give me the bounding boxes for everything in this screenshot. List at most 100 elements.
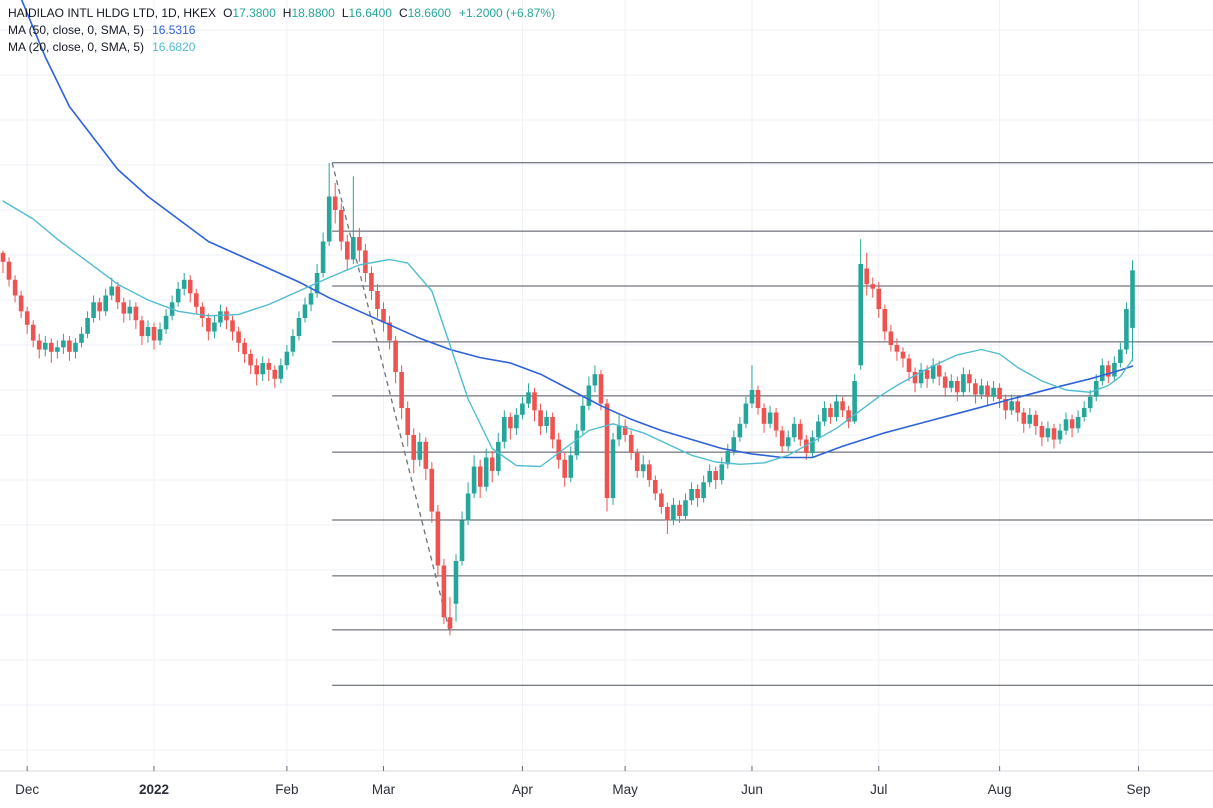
time-axis-label[interactable]: Dec [15, 782, 39, 797]
candle[interactable] [91, 295, 96, 323]
candle[interactable] [471, 455, 477, 498]
candle[interactable] [260, 356, 265, 381]
candle[interactable] [477, 459, 483, 498]
candle[interactable] [695, 484, 700, 508]
candle[interactable] [532, 387, 537, 422]
ma50-row[interactable]: MA (50, close, 0, SMA, 5) 16.5316 [8, 22, 555, 39]
candle[interactable] [103, 288, 108, 316]
candle[interactable] [604, 399, 610, 512]
candle[interactable] [634, 448, 640, 478]
time-axis-label[interactable]: Jul [870, 782, 887, 797]
ma20-row[interactable]: MA (20, close, 0, SMA, 5) 16.6820 [8, 39, 555, 56]
candle[interactable] [508, 412, 513, 440]
candle[interactable] [423, 437, 429, 480]
candle[interactable] [0, 250, 6, 274]
candle[interactable] [489, 450, 495, 483]
candle[interactable] [930, 358, 936, 384]
candle[interactable] [544, 410, 549, 433]
candle[interactable] [97, 297, 102, 321]
candle[interactable] [411, 428, 416, 474]
candle[interactable] [810, 430, 815, 458]
candle[interactable] [979, 378, 984, 399]
candle[interactable] [894, 338, 900, 361]
candle[interactable] [387, 315, 392, 350]
candle[interactable] [187, 275, 193, 303]
candle[interactable] [1045, 421, 1051, 442]
candle[interactable] [1021, 408, 1027, 433]
candle[interactable] [876, 282, 882, 318]
candle[interactable] [73, 338, 78, 359]
candle[interactable] [689, 482, 694, 505]
candle[interactable] [127, 300, 133, 321]
candle[interactable] [24, 306, 30, 334]
candle[interactable] [1100, 358, 1105, 386]
candle[interactable] [302, 297, 308, 323]
candle[interactable] [592, 365, 598, 393]
candle[interactable] [206, 313, 211, 341]
candle[interactable] [459, 511, 465, 566]
candle[interactable] [465, 482, 471, 525]
candle[interactable] [707, 464, 712, 487]
candle[interactable] [906, 354, 912, 381]
candle[interactable] [961, 367, 966, 397]
candle[interactable] [647, 459, 652, 487]
candle[interactable] [1033, 410, 1039, 435]
candle[interactable] [1039, 421, 1045, 447]
candle[interactable] [755, 385, 761, 415]
candle[interactable] [393, 336, 398, 384]
time-axis-label[interactable]: Apr [512, 782, 534, 797]
candle[interactable] [85, 311, 90, 339]
candle[interactable] [230, 315, 235, 341]
candle[interactable] [121, 297, 127, 323]
candle[interactable] [550, 412, 555, 449]
candle[interactable] [381, 302, 386, 332]
candle[interactable] [49, 338, 54, 363]
candle[interactable] [254, 358, 259, 386]
candle[interactable] [36, 333, 42, 359]
candle[interactable] [296, 311, 302, 341]
candle[interactable] [955, 376, 960, 402]
candle[interactable] [345, 234, 350, 271]
candle[interactable] [109, 277, 114, 301]
candle[interactable] [1003, 394, 1008, 420]
candle[interactable] [278, 358, 284, 384]
trend-line-dashed[interactable] [331, 162, 450, 631]
candle[interactable] [357, 228, 362, 262]
time-axis-label[interactable]: Jun [741, 782, 763, 797]
candle[interactable] [870, 277, 876, 298]
candle[interactable] [1112, 356, 1117, 381]
candle[interactable] [363, 243, 368, 282]
candle[interactable] [616, 414, 622, 447]
candle[interactable] [683, 493, 688, 521]
candle[interactable] [1027, 408, 1033, 429]
candle[interactable] [912, 367, 918, 393]
candle[interactable] [834, 394, 839, 422]
candle[interactable] [266, 358, 272, 382]
candle[interactable] [628, 430, 634, 460]
candle[interactable] [973, 378, 978, 404]
candle[interactable] [248, 349, 253, 375]
candle[interactable] [1087, 390, 1093, 413]
candle[interactable] [79, 327, 84, 348]
candle[interactable] [61, 333, 66, 354]
time-axis-label[interactable]: Feb [275, 782, 298, 797]
candle[interactable] [888, 324, 894, 352]
candle[interactable] [496, 432, 501, 476]
candle[interactable] [417, 432, 423, 467]
candle[interactable] [151, 322, 157, 350]
candle[interactable] [520, 396, 525, 420]
candle[interactable] [1124, 302, 1129, 354]
candle[interactable] [991, 381, 996, 402]
candle[interactable] [538, 403, 543, 436]
candle[interactable] [767, 405, 773, 429]
time-axis-label[interactable]: Aug [988, 782, 1012, 797]
candle[interactable] [139, 315, 145, 345]
candle[interactable] [429, 462, 435, 523]
candle[interactable] [822, 401, 827, 426]
time-axis-label[interactable]: May [612, 782, 638, 797]
candle[interactable] [1063, 412, 1069, 436]
candle[interactable] [1075, 410, 1081, 433]
candle[interactable] [1057, 423, 1063, 444]
candle[interactable] [640, 455, 646, 478]
